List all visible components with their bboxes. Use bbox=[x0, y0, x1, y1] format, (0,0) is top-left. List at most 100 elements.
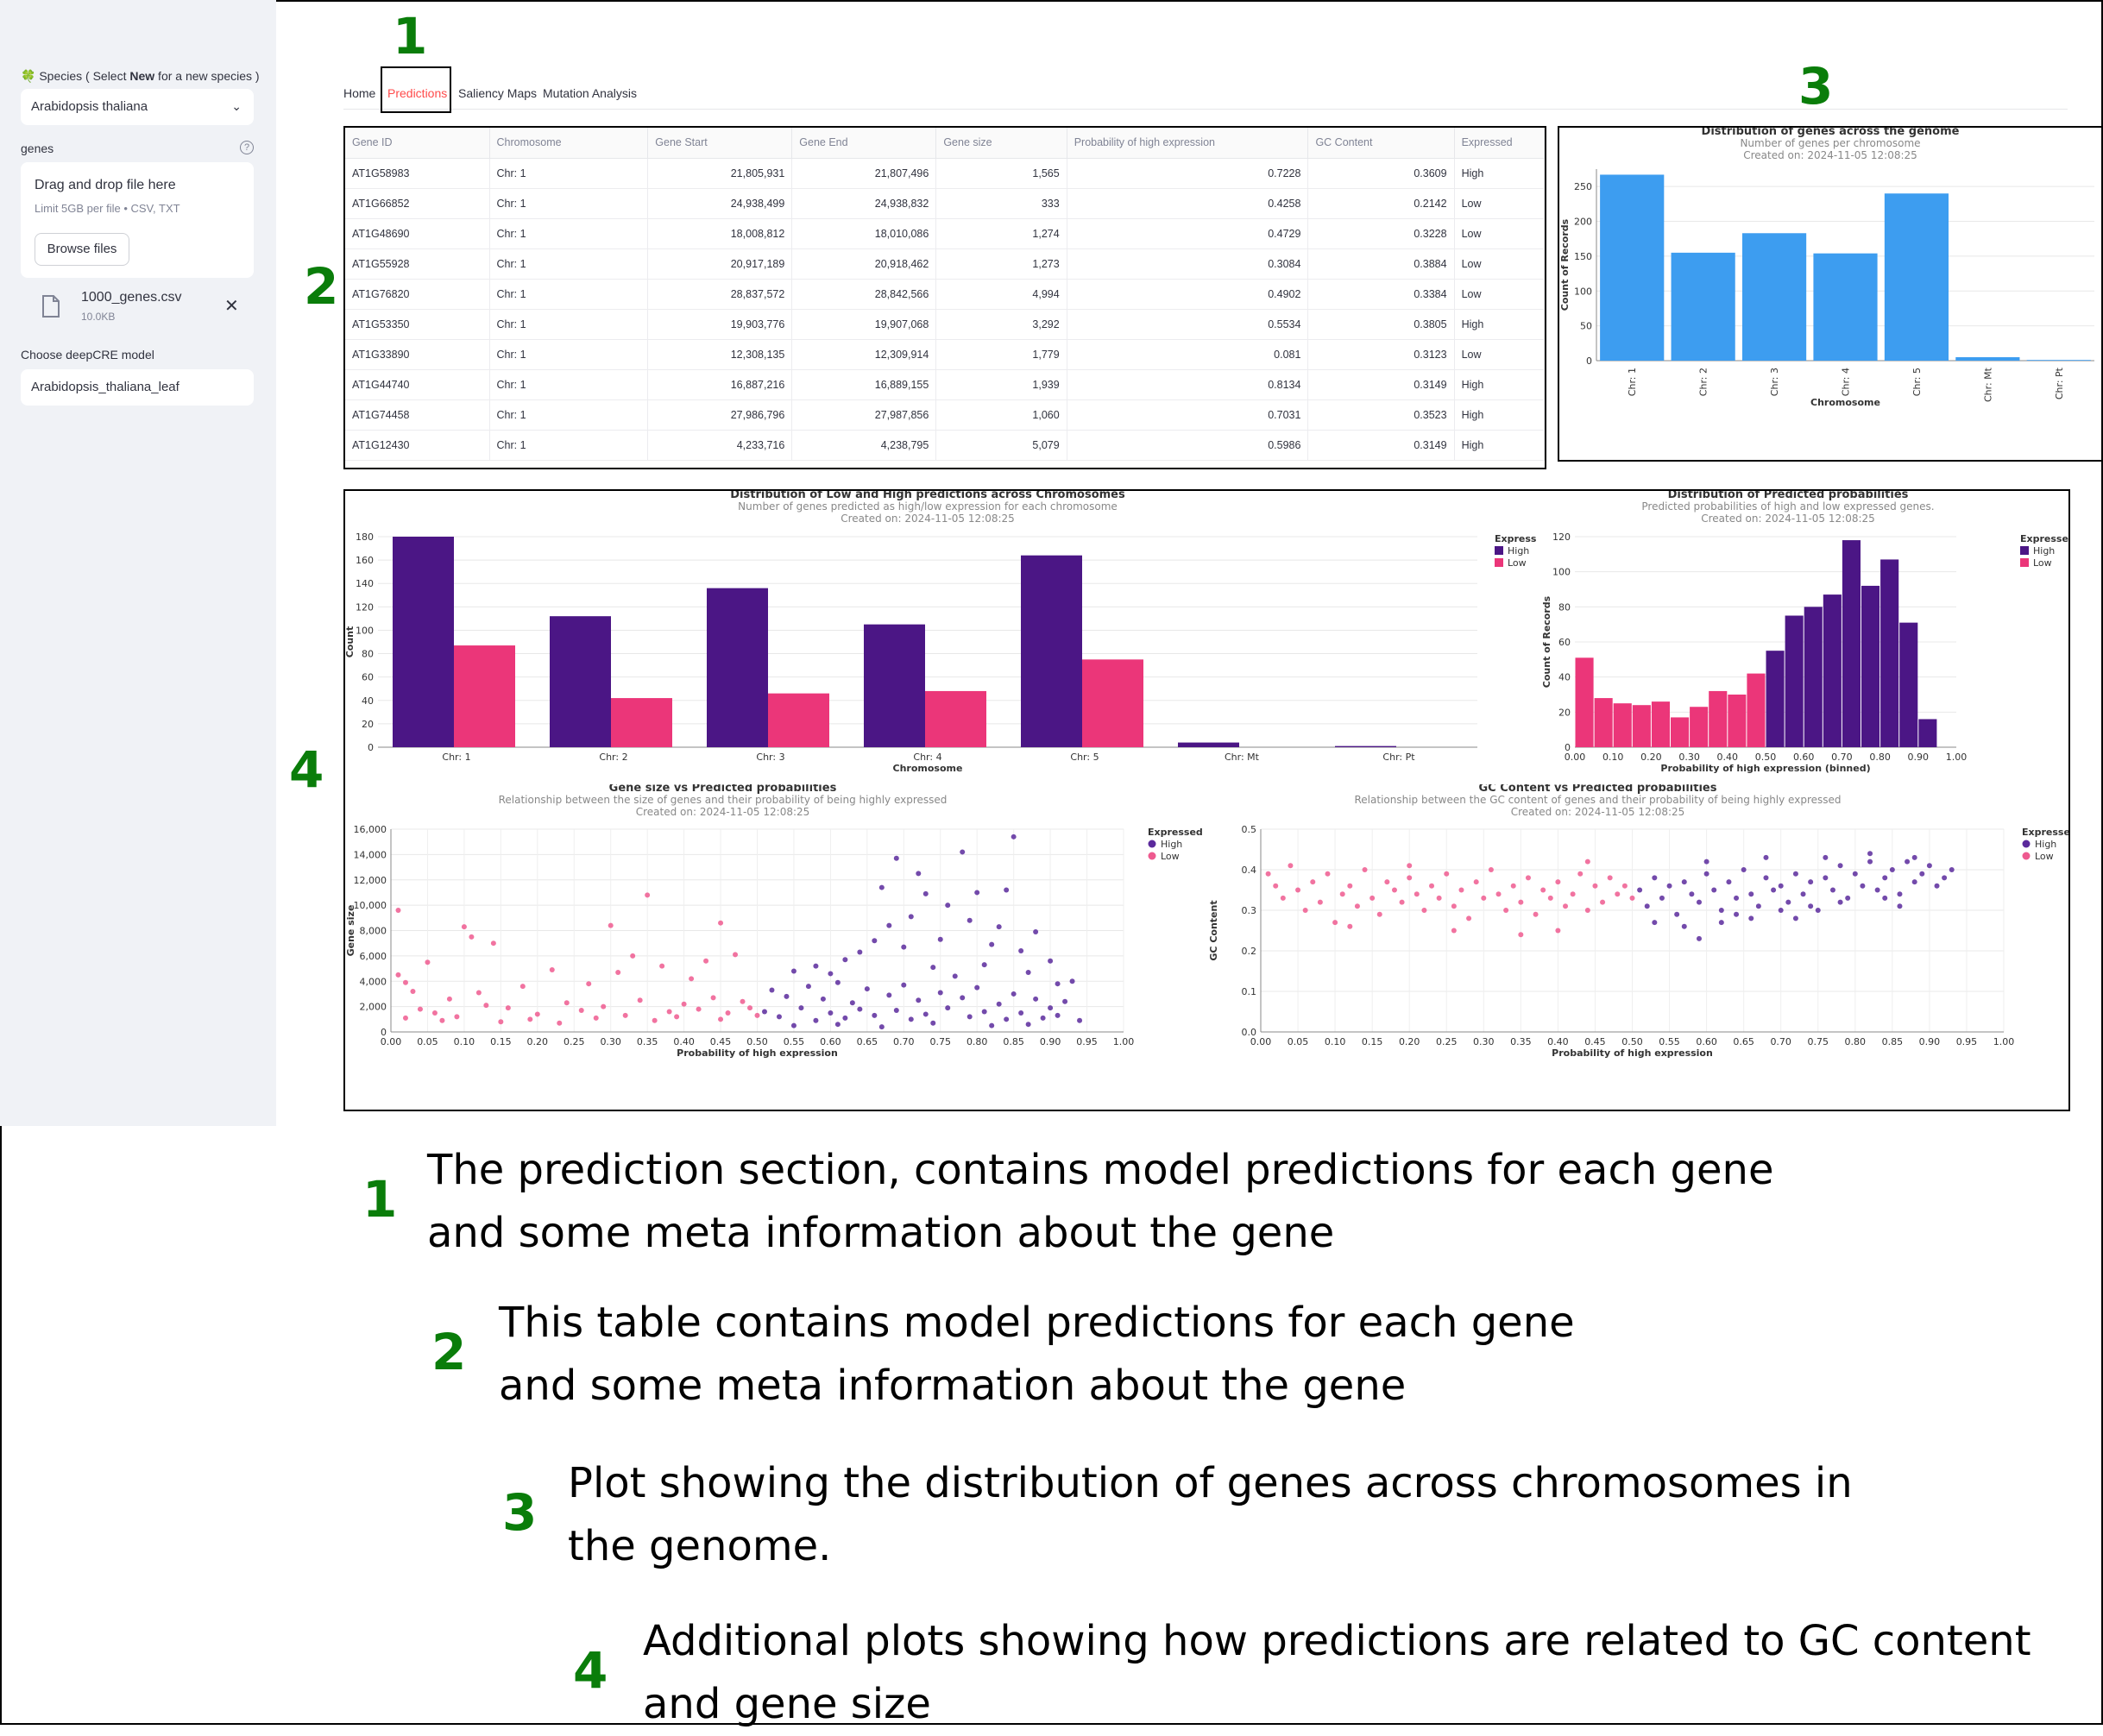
predictions-table[interactable]: Gene ID Chromosome Gene Start Gene End Gene … bbox=[345, 128, 1545, 461]
column-header[interactable]: GC Content bbox=[1307, 128, 1455, 159]
y-tick-label: 150 bbox=[1574, 251, 1592, 262]
species-select[interactable]: Arabidopsis thaliana ⌄ bbox=[21, 89, 254, 125]
table-cell: 0.4902 bbox=[1067, 279, 1309, 310]
table-row[interactable]: AT1G55928 Chr: 1 20,917,189 20,918,462 1,273… bbox=[345, 248, 1545, 280]
x-tick-label: 0.50 bbox=[1621, 1036, 1643, 1047]
bar bbox=[864, 624, 925, 747]
x-tick-label: 0.10 bbox=[1602, 752, 1624, 763]
column-header[interactable]: Gene size bbox=[935, 128, 1067, 159]
y-tick-label: 60 bbox=[1558, 637, 1571, 648]
y-tick-label: 20 bbox=[1558, 707, 1571, 718]
table-row[interactable]: AT1G44740 Chr: 1 16,887,216 16,889,155 1,939… bbox=[345, 369, 1545, 400]
file-size: 10.0KB bbox=[81, 311, 116, 323]
scatter-point bbox=[922, 1011, 929, 1017]
scatter-point bbox=[1488, 867, 1494, 872]
bar bbox=[1861, 585, 1880, 747]
dropzone-limit: Limit 5GB per file • CSV, TXT bbox=[35, 202, 180, 215]
column-header[interactable]: Gene Start bbox=[647, 128, 793, 159]
scatter-point bbox=[1018, 948, 1024, 953]
active-tab-highlight bbox=[381, 66, 451, 113]
tab-home[interactable]: Home bbox=[343, 86, 376, 100]
bar bbox=[1813, 253, 1878, 361]
table-row[interactable]: AT1G12430 Chr: 1 4,233,716 4,238,795 5,079 0.… bbox=[345, 430, 1545, 461]
scatter-point bbox=[681, 1001, 687, 1007]
table-row[interactable]: AT1G53350 Chr: 1 19,903,776 19,907,068 3,292… bbox=[345, 309, 1545, 340]
y-tick-label: 0.0 bbox=[1242, 1027, 1257, 1038]
table-row[interactable]: AT1G58983 Chr: 1 21,805,931 21,807,496 1,565… bbox=[345, 158, 1545, 189]
column-header[interactable]: Expressed bbox=[1454, 128, 1545, 159]
scatter-point bbox=[725, 1010, 731, 1016]
scatter-point bbox=[864, 986, 870, 992]
table-cell: 21,805,931 bbox=[647, 158, 793, 189]
scatter-point bbox=[981, 962, 987, 968]
scatter-point bbox=[469, 934, 475, 940]
scatter-point bbox=[1837, 863, 1843, 869]
file-dropzone[interactable]: Drag and drop file here Limit 5GB per fi… bbox=[21, 162, 254, 278]
scatter-point bbox=[1376, 911, 1382, 917]
bar bbox=[1955, 356, 2020, 361]
scatter-point bbox=[901, 982, 907, 988]
bar bbox=[1021, 555, 1082, 747]
tab-mutation-analysis[interactable]: Mutation Analysis bbox=[543, 86, 637, 100]
tab-predictions[interactable]: Predictions bbox=[387, 86, 448, 100]
y-tick-label: 14,000 bbox=[354, 849, 387, 860]
scatter-point bbox=[828, 971, 834, 977]
table-row[interactable]: AT1G66852 Chr: 1 24,938,499 24,938,832 333 0.… bbox=[345, 188, 1545, 219]
bar bbox=[1709, 690, 1728, 747]
annotation-line: Plot showing the distribution of genes a… bbox=[568, 1459, 1853, 1507]
scatter-point bbox=[1703, 859, 1709, 865]
table-row[interactable]: AT1G76820 Chr: 1 28,837,572 28,842,566 4,994… bbox=[345, 279, 1545, 310]
x-tick-label: 0.90 bbox=[1919, 1036, 1941, 1047]
table-row[interactable]: AT1G33890 Chr: 1 12,308,135 12,309,914 1,779… bbox=[345, 339, 1545, 370]
y-tick-label: 40 bbox=[1558, 672, 1571, 683]
legend-swatch bbox=[1148, 852, 1156, 860]
browse-files-button[interactable]: Browse files bbox=[35, 233, 129, 266]
bar bbox=[1671, 717, 1690, 747]
scatter-point bbox=[798, 1005, 804, 1011]
scatter-point bbox=[703, 958, 709, 964]
bar bbox=[1766, 651, 1785, 747]
y-tick-label: 100 bbox=[1574, 286, 1592, 297]
annotation-line: The prediction section, contains model p… bbox=[427, 1146, 1774, 1194]
scatter-point bbox=[1503, 908, 1509, 913]
genome-distribution-chart: Distribution of genes across the genomeN… bbox=[1559, 125, 2094, 408]
scatter-point bbox=[1763, 854, 1769, 860]
scatter-point bbox=[1874, 887, 1880, 893]
help-icon[interactable]: ? bbox=[240, 141, 254, 154]
scatter-point bbox=[1867, 851, 1873, 857]
scatter-point bbox=[733, 952, 739, 958]
y-tick-label: 0.1 bbox=[1242, 986, 1257, 997]
table-cell: Chr: 1 bbox=[489, 279, 649, 310]
scatter-point bbox=[901, 944, 907, 950]
scatter-point bbox=[1436, 895, 1442, 901]
x-tick-label: 0.10 bbox=[454, 1036, 475, 1047]
column-header[interactable]: Gene End bbox=[791, 128, 937, 159]
scatter-point bbox=[747, 1005, 753, 1011]
model-select[interactable]: Arabidopsis_thaliana_leaf bbox=[21, 369, 254, 406]
table-cell: 1,060 bbox=[935, 399, 1067, 431]
scatter-point bbox=[1696, 899, 1702, 905]
x-tick-label: Chr: 1 bbox=[1627, 368, 1638, 396]
column-header[interactable]: Chromosome bbox=[489, 128, 649, 159]
table-row[interactable]: AT1G74458 Chr: 1 27,986,796 27,987,856 1,060… bbox=[345, 399, 1545, 431]
scatter-point bbox=[1607, 875, 1613, 881]
y-tick-label: 0.5 bbox=[1242, 824, 1257, 835]
x-tick-label: Chr: 3 bbox=[1769, 368, 1780, 396]
table-cell: Chr: 1 bbox=[489, 399, 649, 431]
table-cell: 1,779 bbox=[935, 339, 1067, 370]
table-cell: High bbox=[1454, 369, 1545, 400]
close-icon[interactable]: ✕ bbox=[224, 297, 239, 316]
species-label-prefix: 🍀 Species ( Select bbox=[21, 69, 130, 83]
scatter-point bbox=[1734, 911, 1740, 917]
column-header[interactable]: Gene ID bbox=[345, 128, 490, 159]
x-tick-label: 0.55 bbox=[1659, 1036, 1680, 1047]
x-tick-label: 0.85 bbox=[1003, 1036, 1024, 1047]
table-cell: AT1G53350 bbox=[345, 309, 490, 340]
column-header[interactable]: Probability of high expression bbox=[1067, 128, 1309, 159]
scatter-point bbox=[1800, 891, 1806, 897]
table-row[interactable]: AT1G48690 Chr: 1 18,008,812 18,010,086 1,274… bbox=[345, 218, 1545, 249]
scatter-point bbox=[402, 1015, 408, 1021]
table-cell: AT1G55928 bbox=[345, 248, 490, 280]
genome-chart-panel: Distribution of genes across the genome N… bbox=[1558, 125, 2103, 462]
tab-saliency-maps[interactable]: Saliency Maps bbox=[458, 86, 538, 100]
